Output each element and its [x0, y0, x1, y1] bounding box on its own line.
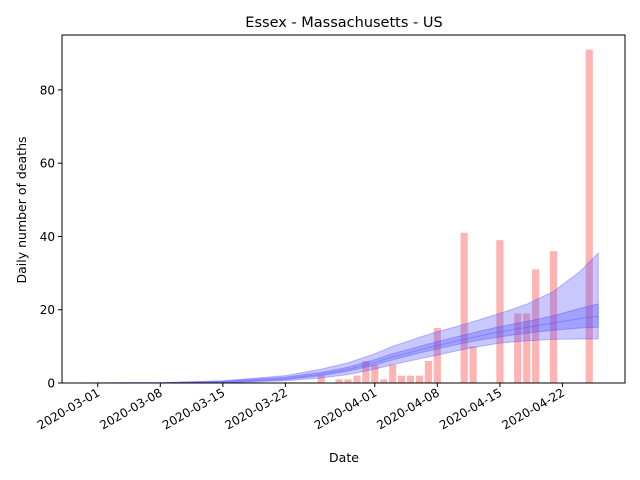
bar-2020-04-15 [496, 240, 504, 383]
y-tick-label: 80 [40, 83, 55, 97]
bar-2020-04-03 [389, 364, 397, 383]
bar-2020-04-19 [532, 269, 540, 383]
bar-2020-04-01 [371, 364, 379, 383]
bar-2020-04-11 [460, 232, 468, 383]
bar-2020-04-12 [469, 346, 477, 383]
band-inner [79, 303, 599, 384]
bar-2020-03-29 [344, 379, 352, 383]
y-tick-label: 0 [47, 377, 55, 391]
bar-2020-03-31 [362, 361, 370, 383]
bar-2020-03-30 [353, 375, 361, 383]
bar-2020-04-21 [549, 251, 558, 383]
x-axis-label: Date [329, 450, 359, 465]
bar-2020-04-17 [514, 313, 522, 383]
bar-2020-04-07 [424, 361, 432, 383]
bar-2020-04-02 [380, 379, 388, 383]
bar-2020-03-28 [335, 379, 343, 383]
median-line [79, 315, 599, 384]
band-outer [79, 251, 599, 384]
y-tick-label: 40 [40, 230, 55, 244]
bar-2020-04-08 [433, 328, 441, 383]
median-layer [79, 315, 599, 384]
chart-title: Essex - Massachusetts - US [245, 15, 442, 31]
bar-2020-04-05 [406, 375, 415, 383]
bar-2020-04-06 [415, 375, 424, 383]
y-ticks: 0 20 40 60 80 [40, 83, 62, 391]
y-axis-label: Daily number of deaths [14, 136, 29, 283]
bands-layer [79, 251, 599, 384]
bar-2020-04-04 [398, 375, 406, 383]
bar-2020-04-25 [585, 49, 593, 384]
y-tick-label: 60 [40, 157, 55, 171]
bar-2020-04-18 [523, 313, 531, 383]
y-tick-label: 20 [40, 303, 55, 317]
bar-2020-03-26 [317, 375, 325, 383]
axes-frame [61, 34, 626, 384]
bars-layer [317, 49, 593, 384]
